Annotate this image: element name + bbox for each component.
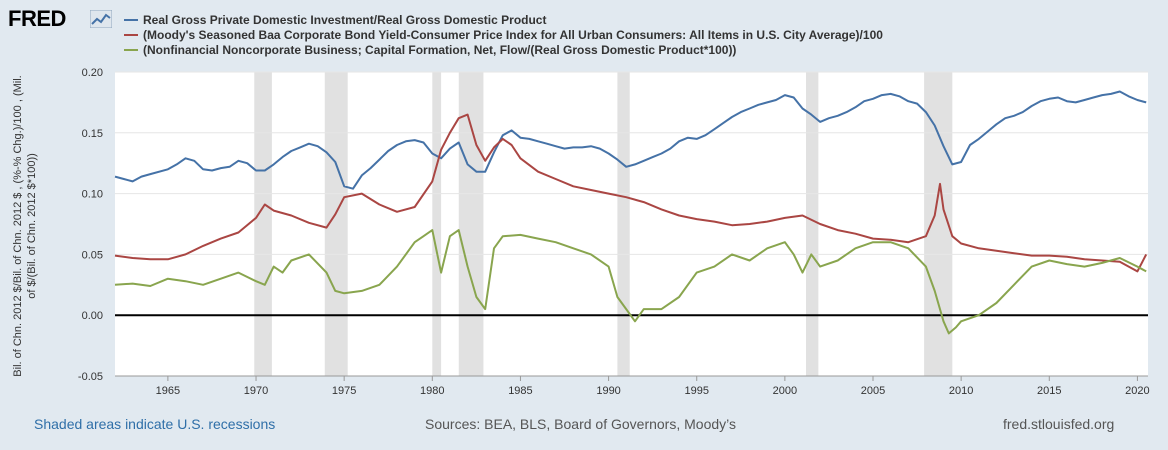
legend-item-baa-cpi[interactable]: (Moody's Seasoned Baa Corporate Bond Yie… bbox=[124, 27, 883, 42]
x-tick-label: 1985 bbox=[508, 385, 532, 397]
chart-header: FRED Real Gross Private Domestic Investm… bbox=[0, 0, 1168, 64]
series-line-noncorporate bbox=[114, 229, 1147, 335]
x-tick-label: 1970 bbox=[244, 385, 268, 397]
legend-swatch bbox=[124, 18, 138, 21]
x-tick-label: 2010 bbox=[949, 385, 973, 397]
recession-band bbox=[806, 72, 819, 376]
recession-band bbox=[254, 72, 272, 376]
y-axis-title-line-1: Bil. of Chn. 2012 $/Bil. of Chn. 2012 $ … bbox=[12, 75, 24, 376]
x-tick-label: 2000 bbox=[773, 385, 797, 397]
x-tick-label: 2005 bbox=[861, 385, 885, 397]
x-tick-label: 1995 bbox=[684, 385, 708, 397]
legend-item-noncorporate[interactable]: (Nonfinancial Noncorporate Business; Cap… bbox=[124, 42, 883, 57]
series-line-baa-cpi bbox=[114, 113, 1148, 273]
y-tick-label: 0.20 bbox=[82, 67, 103, 79]
y-tick-label: 0.00 bbox=[82, 310, 103, 322]
y-tick-label: -0.05 bbox=[78, 371, 103, 383]
legend-swatch bbox=[124, 48, 138, 51]
chart-legend: Real Gross Private Domestic Investment/R… bbox=[124, 12, 883, 57]
legend-label: (Nonfinancial Noncorporate Business; Cap… bbox=[143, 42, 737, 57]
x-tick-label: 1980 bbox=[420, 385, 444, 397]
x-tick-label: 1965 bbox=[156, 385, 180, 397]
fred-logo[interactable]: FRED bbox=[8, 6, 66, 31]
x-tick-label: 2020 bbox=[1125, 385, 1149, 397]
legend-item-investment[interactable]: Real Gross Private Domestic Investment/R… bbox=[124, 12, 883, 27]
y-tick-label: 0.10 bbox=[82, 189, 103, 201]
recession-band bbox=[324, 72, 348, 376]
y-axis-title: Bil. of Chn. 2012 $/Bil. of Chn. 2012 $ … bbox=[7, 66, 43, 386]
series-line-investment bbox=[114, 90, 1147, 190]
x-tick-label: 1975 bbox=[332, 385, 356, 397]
sources-text: Sources: BEA, BLS, Board of Governors, M… bbox=[425, 416, 737, 432]
x-tick-label: 2015 bbox=[1037, 385, 1061, 397]
y-tick-label: 0.05 bbox=[82, 249, 103, 261]
site-link[interactable]: fred.stlouisfed.org bbox=[1003, 416, 1115, 432]
y-tick-label: 0.15 bbox=[82, 128, 103, 140]
legend-label: Real Gross Private Domestic Investment/R… bbox=[143, 12, 547, 27]
recession-band bbox=[617, 72, 630, 376]
plot-area bbox=[115, 72, 1148, 376]
recession-note: Shaded areas indicate U.S. recessions bbox=[34, 416, 276, 432]
x-tick-label: 1990 bbox=[596, 385, 620, 397]
recession-band bbox=[432, 72, 442, 376]
legend-swatch bbox=[124, 33, 138, 36]
recession-band bbox=[458, 72, 484, 376]
trend-graph-icon bbox=[90, 10, 112, 28]
legend-label: (Moody's Seasoned Baa Corporate Bond Yie… bbox=[143, 27, 883, 42]
y-axis-title-line-2: of $/(Bil. of Chn. 2012 $*100)) bbox=[26, 153, 38, 299]
